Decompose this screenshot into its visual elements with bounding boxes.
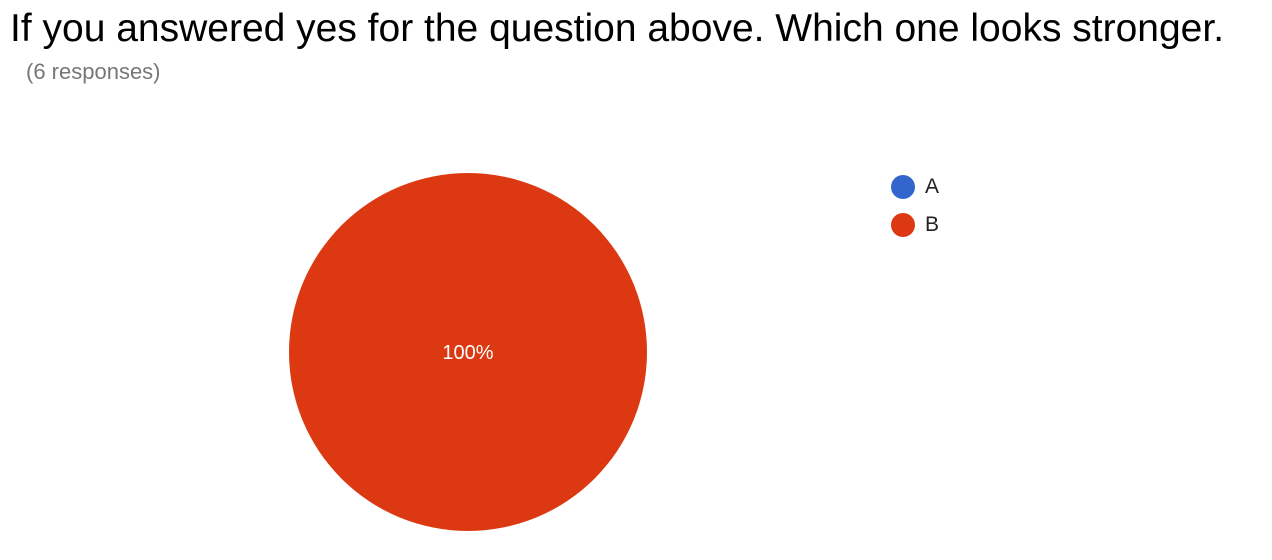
pie-chart: 100% xyxy=(289,173,647,531)
question-title: If you answered yes for the question abo… xyxy=(10,7,1225,50)
pie-slice-b[interactable] xyxy=(289,173,647,531)
legend-label: A xyxy=(925,175,940,198)
legend-item-a[interactable]: A xyxy=(891,168,939,206)
legend-item-b[interactable]: B xyxy=(891,206,939,244)
legend-label: B xyxy=(925,213,940,236)
pie-slice-label: 100% xyxy=(442,342,493,364)
legend-swatch xyxy=(891,213,915,237)
legend-swatch xyxy=(891,175,915,199)
response-count: (6 responses) xyxy=(26,59,161,84)
